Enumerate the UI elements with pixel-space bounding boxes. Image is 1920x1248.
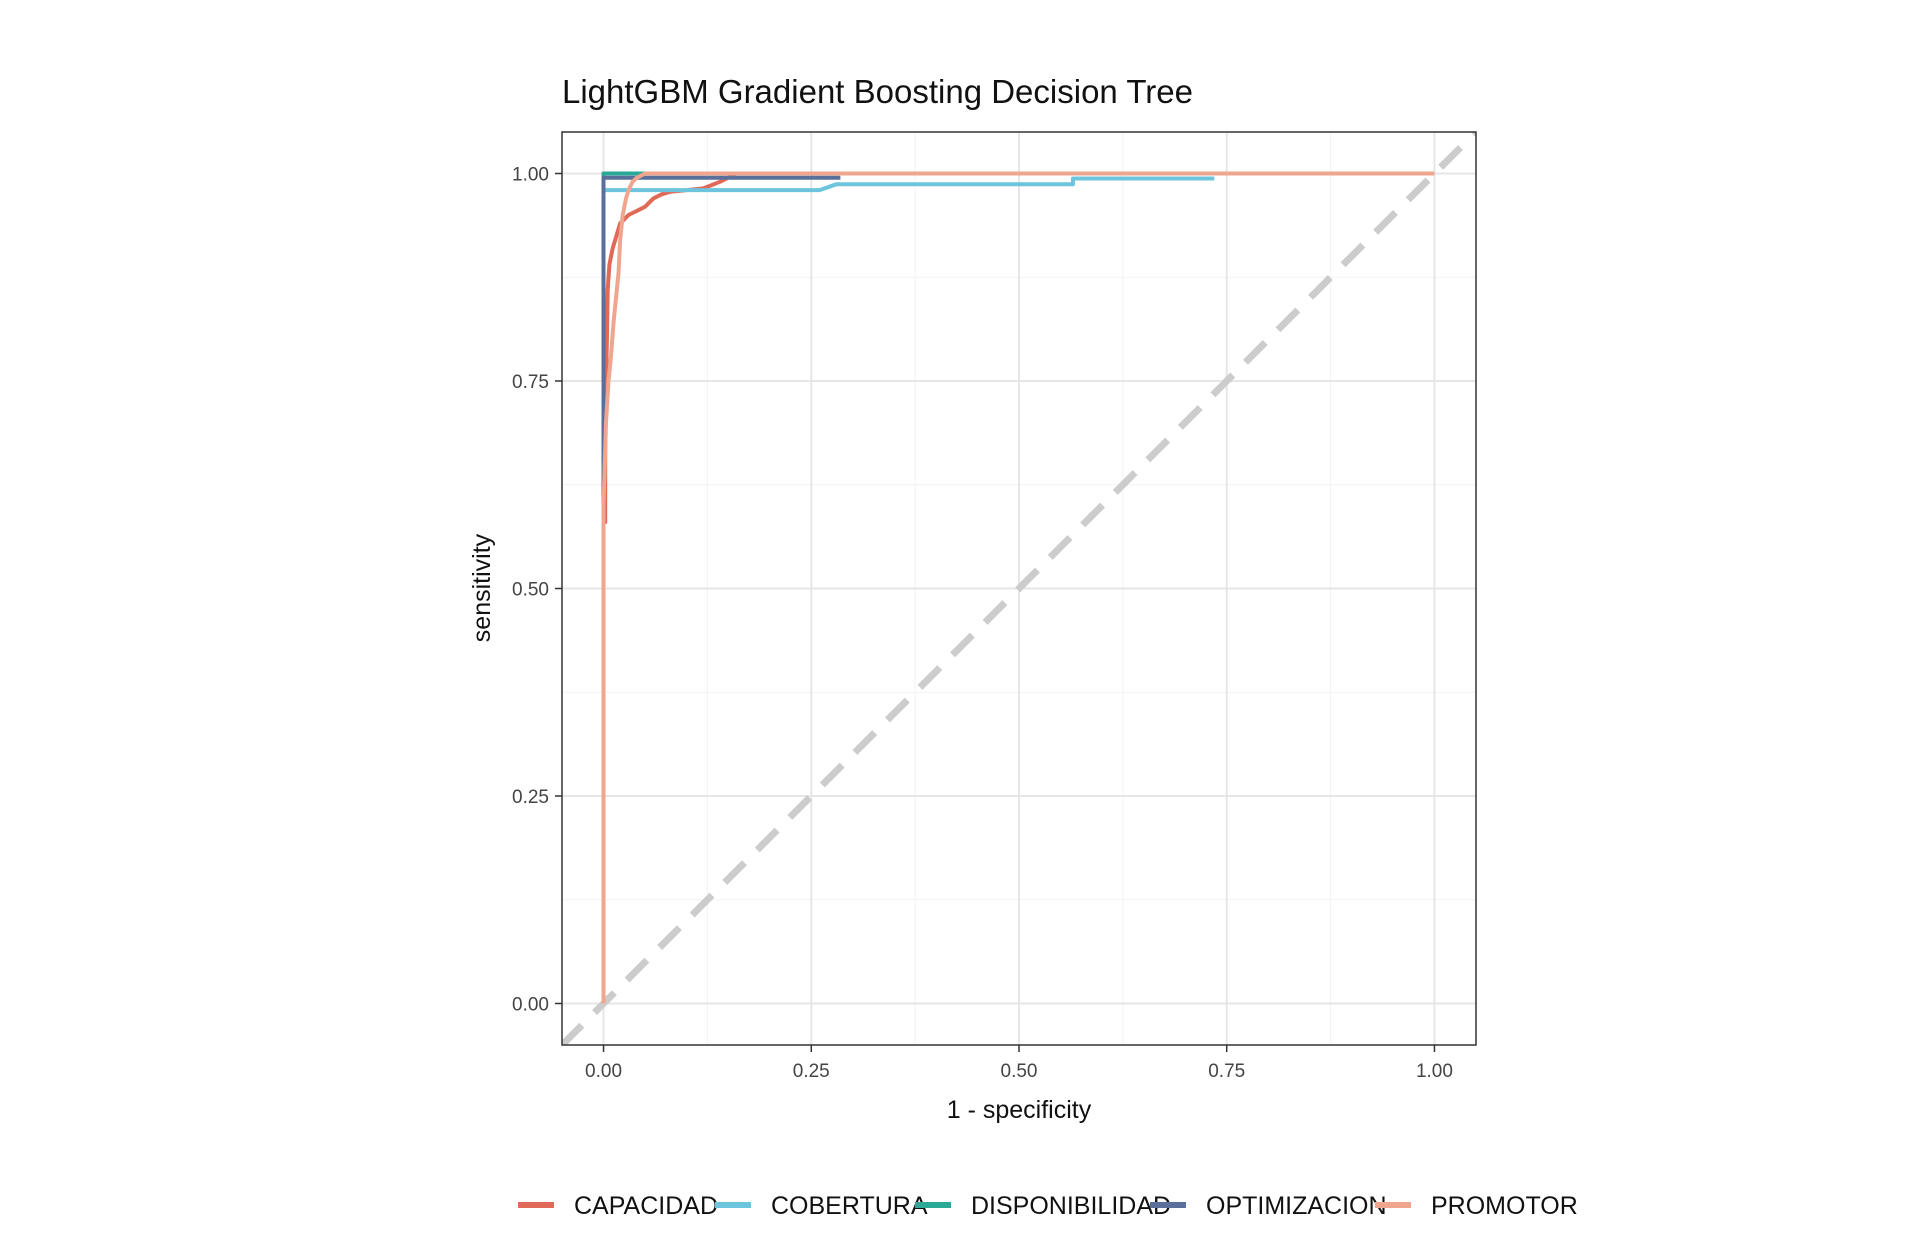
y-axis: 0.00 0.25 0.50 0.75 1.00 [512,165,562,1016]
legend-label-disponibilidad: DISPONIBILIDAD [971,1192,1171,1220]
y-tick-label: 0.25 [512,787,549,808]
x-tick-label: 0.50 [1001,1061,1038,1082]
reference-line [562,132,1476,1045]
x-tick-label: 0.00 [585,1061,622,1082]
legend: CAPACIDAD COBERTURA DISPONIBILIDAD OPTIMIZA… [518,1192,1578,1220]
series-lines [601,171,1435,1004]
x-tick-label: 0.25 [793,1061,830,1082]
reference-diagonal [562,132,1476,1045]
y-tick-label: 0.50 [512,580,549,601]
legend-label-capacidad: CAPACIDAD [574,1192,718,1220]
x-tick-label: 1.00 [1416,1061,1453,1082]
y-tick-label: 1.00 [512,165,549,186]
series-line-promotor [601,171,1435,1004]
x-axis-label: 1 - specificity [947,1096,1092,1124]
legend-label-promotor: PROMOTOR [1431,1192,1578,1220]
chart-title: LightGBM Gradient Boosting Decision Tree [562,73,1193,110]
x-axis: 0.00 0.25 0.50 0.75 1.00 [585,1045,1453,1082]
legend-label-cobertura: COBERTURA [771,1192,928,1220]
y-tick-label: 0.75 [512,372,549,393]
y-tick-label: 0.00 [512,995,549,1016]
legend-label-optimizacion: OPTIMIZACION [1206,1192,1387,1220]
x-tick-label: 0.75 [1208,1061,1245,1082]
y-axis-label: sensitivity [468,533,496,642]
